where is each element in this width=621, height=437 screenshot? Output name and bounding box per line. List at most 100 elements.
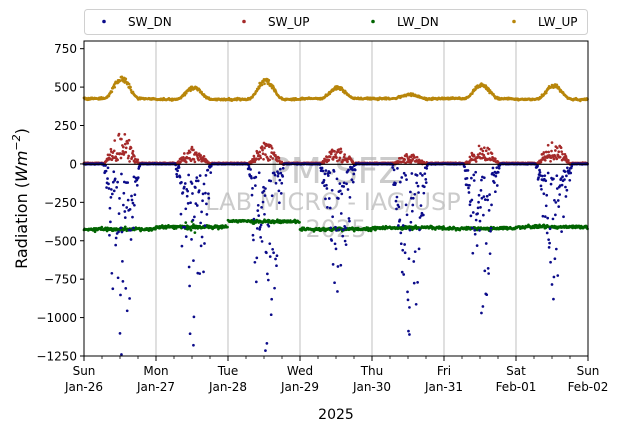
sw-dn-point bbox=[483, 198, 487, 201]
sw-up-point bbox=[478, 152, 482, 155]
y-tick-label: 250 bbox=[54, 119, 77, 133]
sw-dn-point bbox=[112, 189, 116, 193]
sw-up-point bbox=[333, 150, 336, 153]
sw-dn-point bbox=[495, 166, 499, 170]
sw-dn-point bbox=[395, 207, 398, 211]
sw-up-point bbox=[197, 158, 201, 162]
sw-dn-point bbox=[206, 168, 210, 172]
sw-dn-point bbox=[271, 247, 274, 251]
sw-up-point bbox=[334, 153, 337, 156]
lw-up-point bbox=[110, 90, 114, 94]
sw-up-point bbox=[409, 158, 412, 162]
sw-dn-point bbox=[397, 224, 400, 227]
sw-dn-point bbox=[399, 242, 403, 246]
sw-dn-point bbox=[133, 193, 137, 197]
sw-dn-point bbox=[416, 281, 419, 284]
sw-up-point bbox=[474, 160, 478, 163]
sw-dn-point bbox=[256, 203, 260, 207]
sw-dn-point bbox=[344, 226, 347, 230]
sw-dn-point bbox=[397, 205, 401, 209]
sw-dn-point bbox=[131, 215, 134, 219]
x-tick-label-day: Mon bbox=[143, 364, 168, 378]
sw-dn-point bbox=[560, 230, 563, 233]
sw-dn-point bbox=[194, 202, 198, 205]
sw-dn-point bbox=[563, 170, 567, 173]
sw-dn-point bbox=[347, 217, 351, 220]
sw-dn-point bbox=[547, 238, 550, 242]
y-axis-label-text: Radiation ( bbox=[12, 182, 31, 269]
sw-up-point bbox=[130, 155, 134, 159]
sw-dn-point bbox=[203, 242, 206, 245]
sw-up-point bbox=[558, 155, 562, 159]
sw-dn-point bbox=[321, 169, 325, 173]
sw-dn-point bbox=[251, 186, 254, 190]
sw-dn-point bbox=[471, 251, 475, 255]
sw-up-point bbox=[490, 152, 494, 155]
sw-dn-point bbox=[336, 265, 340, 268]
sw-dn-point bbox=[118, 332, 122, 335]
sw-dn-point bbox=[400, 176, 404, 179]
sw-dn-point bbox=[322, 178, 326, 182]
sw-dn-point bbox=[281, 166, 285, 170]
sw-up-point bbox=[117, 132, 121, 136]
sw-dn-point bbox=[110, 188, 113, 191]
sw-dn-point bbox=[541, 174, 544, 178]
sw-up-point bbox=[129, 146, 133, 150]
sw-dn-point bbox=[277, 189, 281, 193]
sw-dn-point bbox=[409, 220, 413, 224]
sw-up-point bbox=[559, 146, 563, 150]
sw-dn-point bbox=[275, 254, 279, 258]
sw-dn-point bbox=[407, 329, 410, 333]
sw-dn-point bbox=[324, 169, 328, 172]
sw-dn-point bbox=[258, 228, 262, 231]
y-axis-label-close: ) bbox=[12, 128, 31, 134]
sw-up-point bbox=[486, 152, 490, 155]
sw-dn-point bbox=[473, 232, 477, 236]
sw-dn-point bbox=[119, 226, 123, 230]
sw-up-point bbox=[253, 160, 257, 164]
sw-up-point bbox=[133, 154, 136, 158]
sw-up-point bbox=[179, 160, 182, 164]
lw-up-point bbox=[129, 85, 132, 89]
sw-dn-point bbox=[194, 179, 198, 183]
y-tick-label: −500 bbox=[44, 234, 77, 248]
lw-up-point bbox=[267, 78, 271, 82]
sw-dn-point bbox=[254, 175, 258, 179]
sw-dn-point bbox=[118, 197, 121, 200]
sw-dn-point bbox=[331, 263, 335, 266]
sw-up-point bbox=[261, 152, 265, 156]
sw-up-point bbox=[124, 150, 128, 154]
sw-dn-point bbox=[136, 176, 140, 179]
sw-up-point bbox=[128, 160, 131, 163]
sw-dn-point bbox=[279, 192, 283, 195]
sw-up-point bbox=[106, 153, 110, 157]
sw-up-point bbox=[256, 152, 260, 155]
sw-dn-point bbox=[251, 233, 255, 237]
sw-dn-point bbox=[542, 192, 546, 196]
sw-dn-point bbox=[469, 214, 473, 218]
sw-dn-point bbox=[131, 201, 135, 205]
sw-dn-point bbox=[463, 165, 466, 169]
sw-dn-point bbox=[566, 166, 569, 170]
sw-dn-point bbox=[546, 171, 550, 175]
x-tick-label-date: Jan-28 bbox=[208, 380, 247, 394]
sw-up-point bbox=[192, 148, 195, 152]
y-axis-label: Radiation (Wm−2) bbox=[10, 128, 31, 269]
x-tick-label-day: Wed bbox=[287, 364, 313, 378]
lw-dn-point bbox=[226, 225, 229, 229]
x-tick-label-date: Jan-30 bbox=[352, 380, 391, 394]
sw-up-point bbox=[330, 148, 334, 152]
lw-up-point bbox=[544, 91, 548, 95]
y-axis: −1250 −1000 −750 −500 −250 0 250 500 750 bbox=[36, 42, 84, 364]
sw-up-point bbox=[494, 157, 497, 161]
sw-up-point bbox=[331, 158, 335, 161]
sw-dn-point bbox=[394, 199, 398, 203]
sw-dn-point bbox=[177, 166, 181, 169]
sw-dn-point bbox=[424, 178, 428, 181]
lw-up-point bbox=[113, 85, 117, 89]
sw-dn-point bbox=[418, 228, 421, 232]
sw-up-point bbox=[472, 154, 476, 158]
sw-dn-point bbox=[114, 243, 118, 247]
lw-dn-point bbox=[189, 228, 193, 232]
